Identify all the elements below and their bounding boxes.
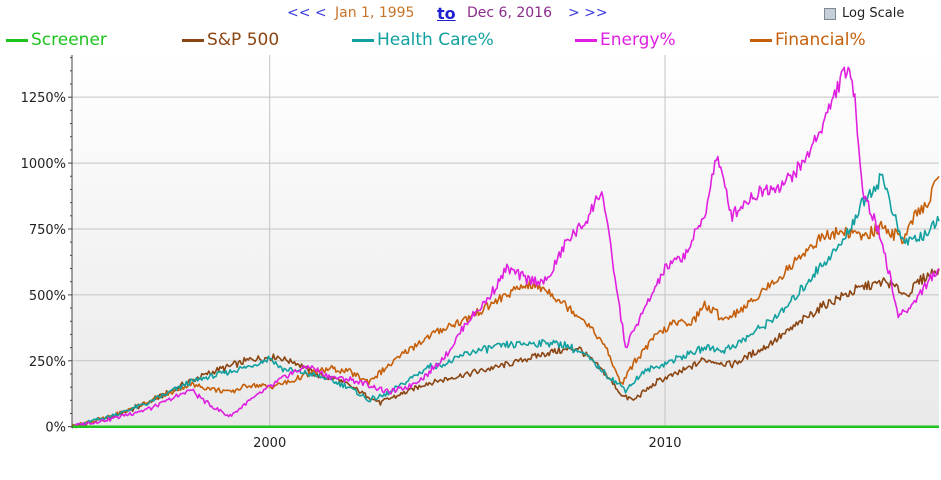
log-scale-label: Log Scale [842,6,905,21]
legend-label-financial: Financial% [775,30,866,50]
legend-swatch-energy [575,38,597,42]
next-range-link[interactable]: > >> [568,5,608,21]
series-line-financial [71,175,940,429]
legend-item-sp500[interactable]: S&P 500 [182,30,279,50]
legend-label-energy: Energy% [600,30,676,50]
legend-swatch-financial [750,38,772,42]
series-lines [71,66,940,429]
y-tick-label: 750% [29,223,66,238]
y-tick-label: 500% [29,289,66,304]
y-tick-label: 0% [45,421,66,436]
legend-label-sp500: S&P 500 [207,30,280,50]
legend-item-financial[interactable]: Financial% [750,30,866,50]
series-line-energy [71,66,940,429]
y-tick-label: 1000% [21,157,66,172]
y-tick-label: 1250% [21,91,66,106]
date-range-to-link[interactable]: to [437,4,456,23]
x-tick-label: 2000 [253,436,286,451]
log-scale-toggle[interactable]: Log Scale [824,6,904,21]
legend-swatch-sp500 [182,38,204,42]
legend-swatch-screener [6,38,28,42]
legend-label-health-care: Health Care% [377,30,494,50]
y-tick-label: 250% [29,355,66,370]
start-date-link[interactable]: Jan 1, 1995 [335,5,415,21]
series-line-health-care [71,173,940,429]
chart-legend: Screener S&P 500 Health Care% Energy% Fi… [0,30,941,52]
legend-swatch-health-care [352,38,374,42]
axis-ticks: 0% 250% 500% 750% 1000% 1250% 2000 2010 [21,57,682,451]
x-tick-label: 2010 [648,436,681,451]
series-line-sp500 [71,268,940,429]
legend-item-energy[interactable]: Energy% [575,30,676,50]
date-range-nav: << < Jan 1, 1995 to Dec 6, 2016 > >> [0,4,941,25]
legend-item-screener[interactable]: Screener [6,30,107,50]
legend-item-health-care[interactable]: Health Care% [352,30,494,50]
legend-label-screener: Screener [31,30,107,50]
previous-range-link[interactable]: << < [287,5,327,21]
end-date-link[interactable]: Dec 6, 2016 [467,5,552,21]
log-scale-checkbox[interactable] [824,7,836,20]
plot-area [72,55,939,428]
